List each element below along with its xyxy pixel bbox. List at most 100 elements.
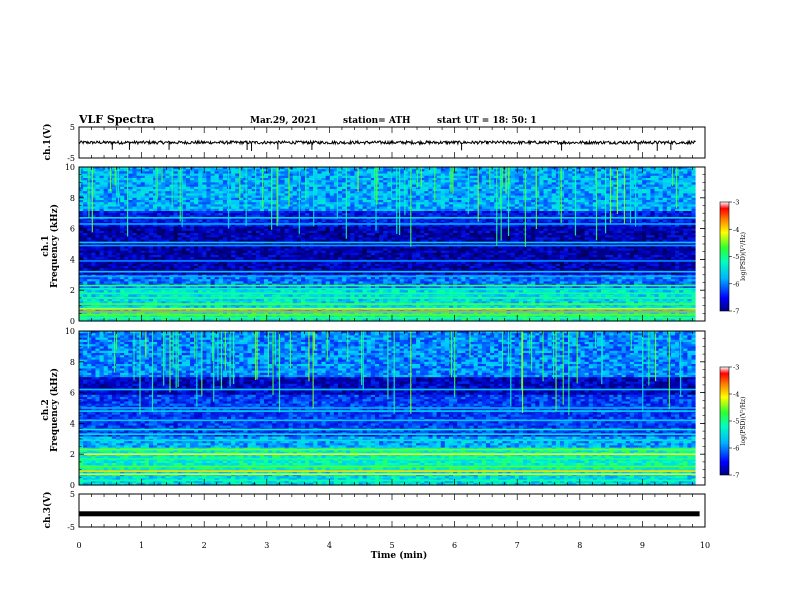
spectrogram-cell bbox=[247, 180, 253, 183]
spectrogram-cell bbox=[588, 180, 594, 183]
spectrogram-cell bbox=[650, 197, 656, 201]
spectrogram-cell bbox=[144, 197, 150, 201]
spectrogram-cell bbox=[309, 167, 314, 170]
spectrogram-cell bbox=[588, 184, 594, 188]
spectrogram-cell bbox=[226, 195, 232, 199]
spectrogram-cell bbox=[239, 186, 245, 190]
spectrogram-cell bbox=[272, 191, 277, 194]
spectrogram-cell bbox=[317, 186, 323, 190]
spectrogram-cell bbox=[103, 191, 109, 194]
spectrogram-cell bbox=[420, 182, 425, 186]
spectrogram-cell bbox=[654, 197, 660, 201]
spectrogram-cell bbox=[658, 173, 664, 177]
spectrogram-cell bbox=[226, 189, 232, 192]
spectrogram-cell bbox=[317, 182, 323, 186]
spectrogram-cell bbox=[387, 167, 393, 170]
spectrogram-cell bbox=[251, 180, 257, 183]
spectrogram-cell bbox=[564, 193, 569, 197]
spectrogram-cell bbox=[185, 191, 191, 194]
spectrogram-cell bbox=[198, 200, 203, 203]
spectrogram-cell bbox=[337, 195, 343, 199]
spectrogram-cell bbox=[490, 189, 495, 192]
spectrogram-cell bbox=[189, 180, 195, 183]
spectrogram-cell bbox=[280, 171, 286, 175]
spectrogram-cell bbox=[144, 202, 150, 205]
spectrogram-cell bbox=[440, 189, 446, 192]
spectrogram-cell bbox=[387, 182, 393, 186]
spectrogram-cell bbox=[276, 186, 282, 190]
spectrogram-cell bbox=[617, 191, 623, 194]
spectrogram-cell bbox=[383, 200, 388, 203]
spectrogram-cell bbox=[251, 193, 257, 197]
spectrogram-cell bbox=[136, 189, 142, 192]
spectrogram-cell bbox=[679, 186, 684, 190]
spectrogram-cell bbox=[543, 191, 549, 194]
spectrogram-cell bbox=[99, 178, 105, 181]
spectrogram-cell bbox=[399, 191, 405, 194]
spectrogram-cell bbox=[679, 173, 684, 177]
spectrogram-cell bbox=[379, 197, 384, 201]
spectrogram-cell bbox=[342, 191, 347, 194]
spectrogram-cell bbox=[218, 169, 224, 172]
spectrogram-cell bbox=[666, 173, 672, 177]
spectrogram-cell bbox=[210, 182, 216, 186]
spectrogram-cell bbox=[140, 184, 146, 188]
spectrogram-cell bbox=[609, 178, 614, 181]
spectrogram-cell bbox=[638, 197, 643, 201]
spectrogram-cell bbox=[559, 195, 565, 199]
spectrogram-cell bbox=[276, 202, 282, 205]
spectrogram-cell bbox=[99, 184, 105, 188]
spectrogram-cell bbox=[444, 197, 450, 201]
spectrogram-cell bbox=[679, 175, 684, 179]
spectrogram-cell bbox=[222, 178, 228, 181]
spectrogram-cell bbox=[202, 195, 208, 199]
spectrogram-cell bbox=[346, 197, 351, 201]
spectrogram-cell bbox=[596, 184, 602, 188]
spectrogram-cell bbox=[638, 195, 643, 199]
spectrogram-cell bbox=[518, 200, 524, 203]
spectrogram-cell bbox=[366, 173, 372, 177]
spectrogram-cell bbox=[239, 197, 245, 201]
spectrogram-cell bbox=[617, 169, 623, 172]
spectrogram-cell bbox=[576, 182, 582, 186]
spectrogram-cell bbox=[218, 197, 224, 201]
spectrogram-cell bbox=[99, 200, 105, 203]
spectrogram-cell bbox=[629, 195, 635, 199]
spectrogram-cell bbox=[362, 182, 368, 186]
spectrogram-cell bbox=[181, 197, 187, 201]
spectrogram-cell bbox=[568, 169, 573, 172]
spectrogram-cell bbox=[173, 173, 179, 177]
spectrogram-cell bbox=[83, 197, 88, 201]
spectrogram-cell bbox=[510, 180, 516, 183]
spectrogram-cell bbox=[424, 169, 430, 172]
spectrogram-cell bbox=[683, 167, 688, 170]
spectrogram-cell bbox=[670, 167, 676, 170]
spectrogram-cell bbox=[683, 189, 688, 192]
spectrogram-cell bbox=[226, 197, 232, 201]
spectrogram-cell bbox=[601, 182, 606, 186]
spectrogram-cell bbox=[687, 171, 693, 175]
spectrogram-cell bbox=[691, 171, 697, 175]
spectrogram-cell bbox=[346, 195, 351, 199]
spectrogram-cell bbox=[502, 200, 508, 203]
spectrogram-cell bbox=[272, 184, 277, 188]
spectrogram-cell bbox=[342, 178, 347, 181]
spectrogram-cell bbox=[617, 197, 623, 201]
spectrogram-cell bbox=[165, 180, 171, 183]
spectrogram-cell bbox=[485, 175, 491, 179]
spectrogram-cell bbox=[194, 191, 199, 194]
spectrogram-cell bbox=[321, 200, 327, 203]
spectrogram-cell bbox=[411, 169, 417, 172]
spectrogram-cell bbox=[321, 191, 327, 194]
spectrogram-cell bbox=[646, 191, 651, 194]
spectrogram-cell bbox=[403, 184, 409, 188]
spectrogram-cell bbox=[329, 197, 335, 201]
spectrogram-cell bbox=[477, 175, 483, 179]
spectrogram-cell bbox=[547, 169, 553, 172]
spectrogram-cell bbox=[592, 184, 598, 188]
spectrogram-cell bbox=[457, 167, 462, 170]
spectrogram-cell bbox=[148, 195, 154, 199]
spectrogram-cell bbox=[666, 191, 672, 194]
spectrogram-cell bbox=[255, 197, 261, 201]
spectrogram-cell bbox=[473, 175, 479, 179]
